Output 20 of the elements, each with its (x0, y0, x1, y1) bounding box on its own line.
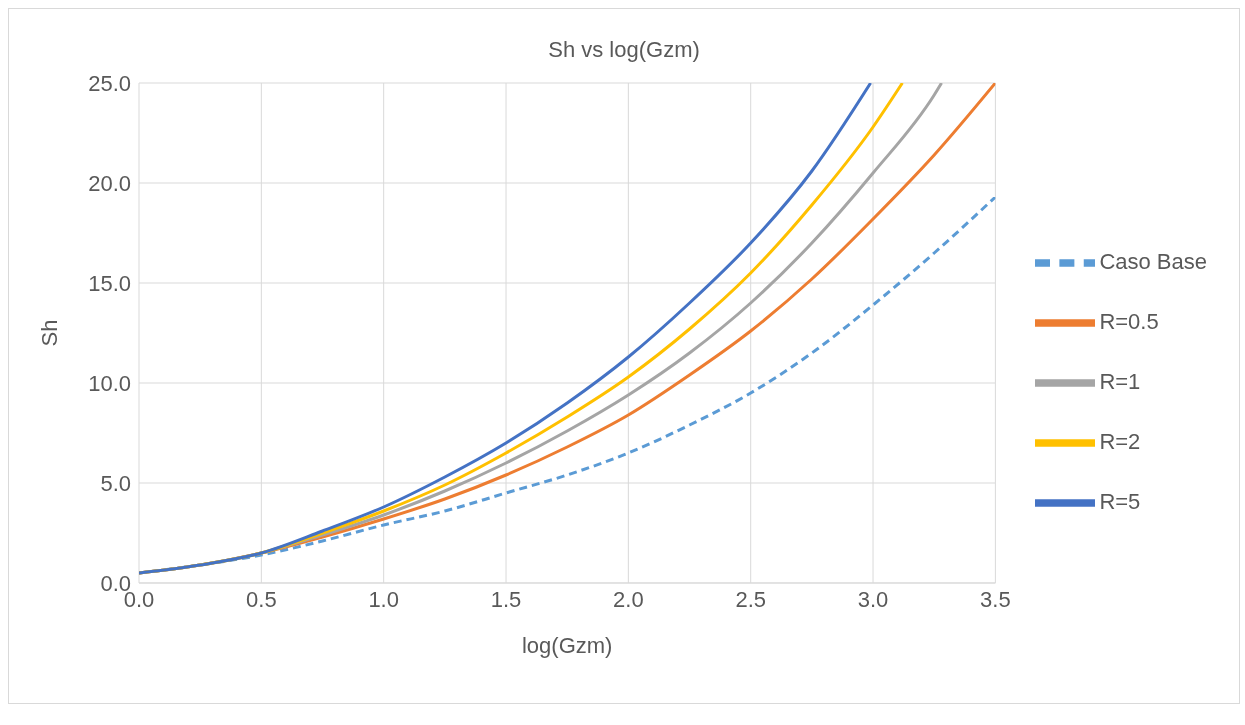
legend-label: R=2 (1099, 428, 1141, 454)
x-tick-label: 2.5 (735, 586, 766, 612)
y-tick-label: 15.0 (88, 270, 131, 296)
y-tick-label: 10.0 (88, 370, 131, 396)
legend-label: R=0.5 (1099, 308, 1159, 334)
y-tick-label: 5.0 (100, 470, 131, 496)
legend-label: R=1 (1099, 368, 1141, 394)
x-tick-label: 3.5 (980, 586, 1011, 612)
x-tick-label: 0.5 (246, 586, 277, 612)
x-tick-label: 2.0 (613, 586, 644, 612)
y-tick-label: 20.0 (88, 170, 131, 196)
y-axis-title: Sh (36, 319, 62, 347)
x-tick-label: 1.0 (368, 586, 399, 612)
x-axis-title: log(Gzm) (521, 633, 613, 658)
legend-label: Caso Base (1099, 248, 1207, 274)
y-tick-label: 25.0 (88, 70, 131, 96)
chart-title: Sh vs log(Gzm) (547, 36, 701, 63)
x-tick-label: 3.0 (857, 586, 889, 612)
x-tick-label: 1.5 (490, 586, 522, 612)
legend-label: R=5 (1099, 488, 1141, 514)
